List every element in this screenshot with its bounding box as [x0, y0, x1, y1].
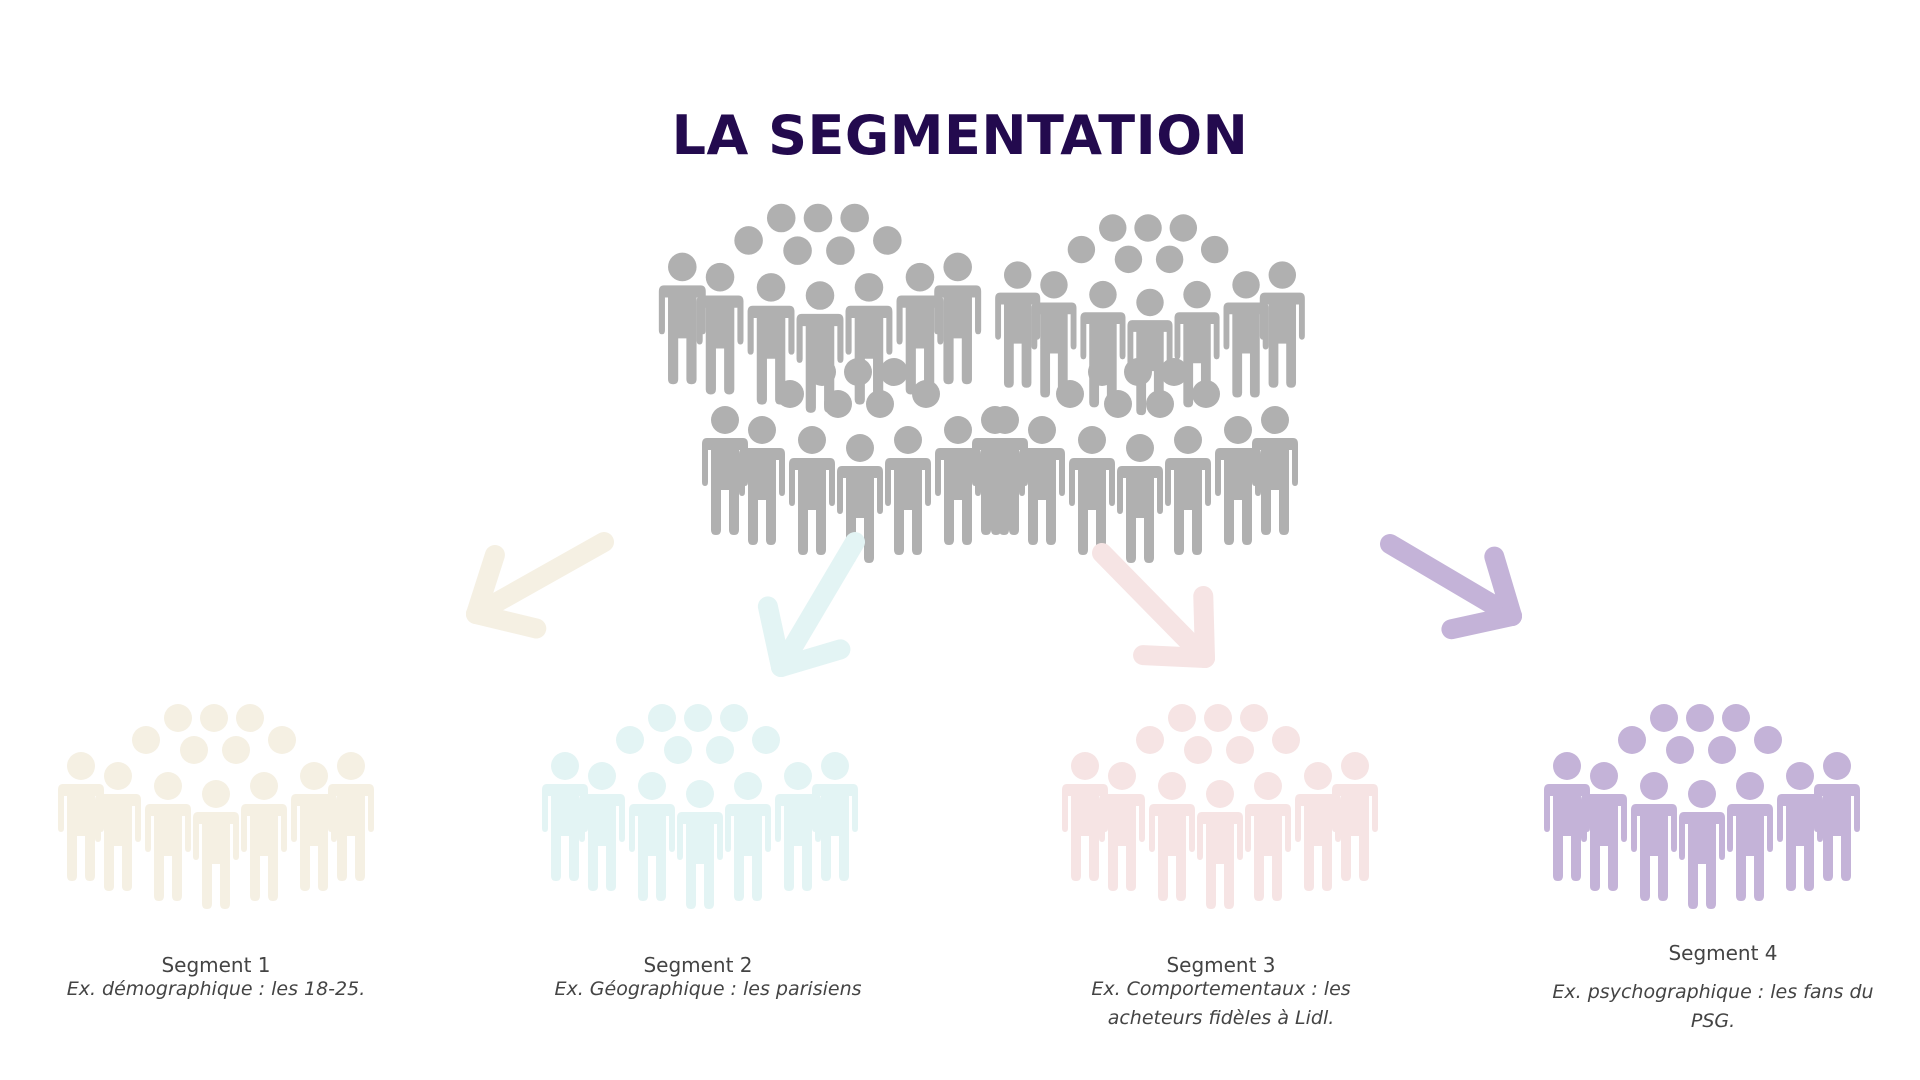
- person-icon: [145, 772, 191, 901]
- person-icon: [1197, 780, 1243, 909]
- person-icon: [1631, 772, 1677, 901]
- person-icon: [812, 752, 858, 881]
- crowd-subgroup: [982, 358, 1298, 563]
- person-icon: [934, 252, 982, 385]
- crowd-subgroup: [658, 203, 982, 413]
- person-icon: [995, 261, 1041, 388]
- person-icon: [629, 772, 675, 901]
- arrow-icon: [1380, 534, 1522, 640]
- person-icon: [1727, 772, 1773, 901]
- person-icon: [845, 273, 893, 405]
- person-icon: [1117, 434, 1163, 563]
- person-icon: [1245, 772, 1291, 901]
- person-icon: [1814, 752, 1860, 881]
- person-icon: [291, 762, 337, 891]
- people-group-icon: [1544, 704, 1860, 909]
- segment-1-label: Segment 1: [161, 953, 271, 977]
- segment-3-label: Segment 3: [1166, 953, 1276, 977]
- person-icon: [696, 262, 744, 395]
- person-icon: [1099, 762, 1145, 891]
- person-icon: [1777, 762, 1823, 891]
- segment-2-description: Ex. Géographique : les parisiens: [554, 978, 862, 1000]
- segment-4-description: Ex. psychographique : les fans du PSG.: [1552, 981, 1874, 1032]
- arrow-icon: [757, 532, 865, 677]
- segment-1-description: Ex. démographique : les 18-25.: [66, 978, 366, 1000]
- person-icon: [747, 273, 795, 405]
- person-icon: [1215, 416, 1261, 545]
- person-icon: [1252, 406, 1298, 535]
- person-icon: [1259, 261, 1305, 388]
- person-icon: [775, 762, 821, 891]
- person-icon: [658, 252, 706, 385]
- people-crowd-icon: [658, 203, 1305, 563]
- person-icon: [935, 416, 981, 545]
- person-icon: [739, 416, 785, 545]
- person-icon: [982, 406, 1028, 535]
- person-icon: [702, 406, 748, 535]
- crowd-subgroup: [995, 214, 1305, 416]
- person-icon: [1223, 271, 1269, 398]
- person-icon: [885, 426, 931, 555]
- person-icon: [1295, 762, 1341, 891]
- person-icon: [1019, 416, 1065, 545]
- people-group-icon: [58, 704, 374, 909]
- person-icon: [1149, 772, 1195, 901]
- person-icon: [1062, 752, 1108, 881]
- person-icon: [58, 752, 104, 881]
- person-icon: [896, 262, 944, 395]
- person-icon: [241, 772, 287, 901]
- person-icon: [1069, 426, 1115, 555]
- segment-3-description: Ex. Comportementaux : les acheteurs fidè…: [1091, 978, 1351, 1029]
- person-icon: [1031, 271, 1077, 398]
- person-icon: [677, 780, 723, 909]
- person-icon: [542, 752, 588, 881]
- arrow-icon: [1092, 543, 1215, 668]
- segment-2-label: Segment 2: [643, 953, 753, 977]
- person-icon: [328, 752, 374, 881]
- person-icon: [1581, 762, 1627, 891]
- person-icon: [725, 772, 771, 901]
- segment-4-label: Segment 4: [1668, 941, 1778, 965]
- people-group-icon: [1062, 704, 1378, 909]
- person-icon: [1165, 426, 1211, 555]
- person-icon: [1332, 752, 1378, 881]
- page-title: LA SEGMENTATION: [671, 104, 1249, 167]
- person-icon: [789, 426, 835, 555]
- person-icon: [1544, 752, 1590, 881]
- person-icon: [95, 762, 141, 891]
- person-icon: [1080, 280, 1126, 408]
- person-icon: [193, 780, 239, 909]
- arrow-icon: [466, 532, 614, 639]
- person-icon: [1679, 780, 1725, 909]
- people-group-icon: [542, 704, 858, 909]
- person-icon: [579, 762, 625, 891]
